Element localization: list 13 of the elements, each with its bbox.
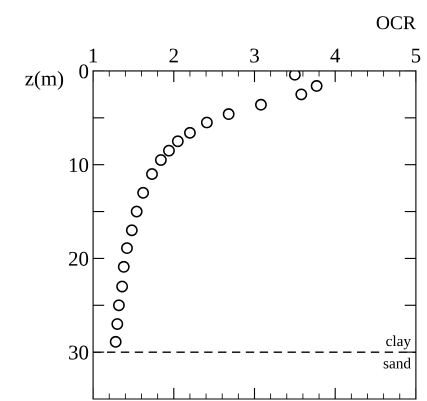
x-tick-label: 1 <box>90 48 98 62</box>
x-tick-label: 2 <box>169 48 178 62</box>
x-tick-label: 3 <box>250 48 259 63</box>
y-axis-title: z(m) <box>25 70 64 90</box>
y-tick-label: 10 <box>70 158 88 172</box>
ref-line-label: clay <box>386 335 411 350</box>
annotation: sand <box>384 358 411 369</box>
x-tick-label: 5 <box>412 48 420 63</box>
x-tick-label: 4 <box>330 48 340 62</box>
y-tick-label: 30 <box>69 346 88 360</box>
y-tick-label: 20 <box>69 252 88 266</box>
y-tick-label: 0 <box>79 64 88 78</box>
x-axis-title: OCR <box>376 16 416 30</box>
